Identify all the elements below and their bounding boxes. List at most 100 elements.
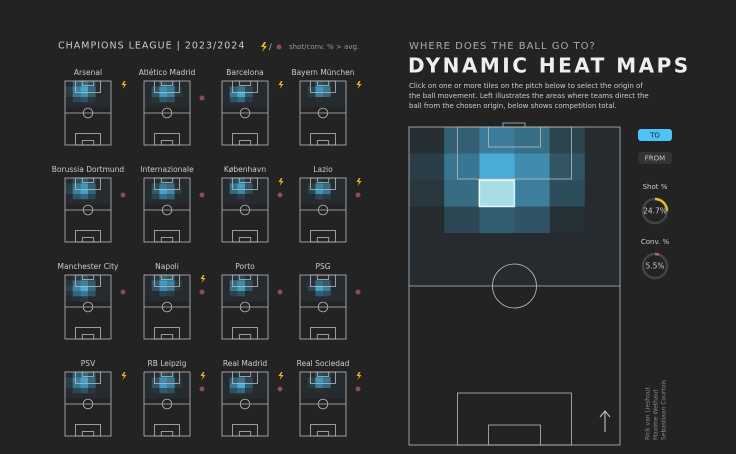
heat-tile <box>315 178 323 184</box>
heat-tile[interactable] <box>444 153 480 181</box>
heat-tile[interactable] <box>584 259 620 287</box>
team-pitch[interactable] <box>221 274 269 340</box>
heat-tile[interactable] <box>584 127 620 154</box>
team-name[interactable]: Atlético Madrid <box>139 68 196 77</box>
heat-tile[interactable] <box>549 233 585 260</box>
team-name[interactable]: RB Leipzig <box>147 359 186 368</box>
heat-tile[interactable] <box>479 233 515 260</box>
heat-tile[interactable] <box>549 153 585 181</box>
team-pitch[interactable] <box>143 371 191 437</box>
heat-tile[interactable] <box>444 259 480 287</box>
heat-tile[interactable] <box>409 233 445 260</box>
heat-tile <box>182 81 190 87</box>
team-pitch[interactable] <box>143 274 191 340</box>
heat-tile[interactable] <box>549 259 585 287</box>
heat-tile[interactable] <box>409 153 445 181</box>
heat-tile <box>229 393 238 399</box>
team-name[interactable]: Bayern München <box>291 68 354 77</box>
heat-tile <box>252 275 261 281</box>
heat-tile[interactable] <box>444 233 480 260</box>
heat-tile[interactable] <box>444 206 480 234</box>
heat-tile[interactable] <box>409 180 445 207</box>
heat-tile <box>95 199 104 205</box>
heat-tile <box>103 372 111 378</box>
team-name[interactable]: Real Madrid <box>223 359 268 368</box>
heat-tile <box>237 296 245 302</box>
team-name[interactable]: Manchester City <box>58 262 120 271</box>
heat-tile[interactable] <box>549 180 585 207</box>
heat-tile[interactable] <box>409 127 445 154</box>
heat-tile[interactable] <box>514 153 550 181</box>
team-pitch[interactable] <box>299 177 347 243</box>
team-name[interactable]: Barcelona <box>226 68 263 77</box>
heat-tile <box>260 393 268 399</box>
from-button[interactable] <box>638 152 672 164</box>
team-pitch[interactable] <box>64 80 112 146</box>
heat-tile[interactable] <box>444 180 480 207</box>
six-yard-box <box>160 274 174 280</box>
team-name[interactable]: Lazio <box>313 165 333 174</box>
to-label[interactable]: TO <box>649 132 660 140</box>
heat-tile[interactable] <box>514 180 550 207</box>
from-label[interactable]: FROM <box>645 155 665 163</box>
heat-tile[interactable] <box>549 127 585 154</box>
heat-tile <box>88 199 96 205</box>
heat-tile[interactable] <box>514 233 550 260</box>
heat-tile[interactable] <box>549 206 585 234</box>
team-pitch[interactable] <box>299 80 347 146</box>
heat-tile[interactable] <box>584 180 620 207</box>
heat-tile <box>229 388 238 394</box>
description: the ball movement. Left illustrates the … <box>409 92 649 100</box>
shot-icon <box>121 372 127 380</box>
team-name[interactable]: Internazionale <box>140 165 194 174</box>
heat-tile <box>88 188 96 194</box>
team-name[interactable]: København <box>224 165 266 174</box>
team-name[interactable]: Real Sociedad <box>297 359 350 368</box>
heat-tile <box>237 102 245 108</box>
heat-tile[interactable] <box>584 206 620 234</box>
team-pitch[interactable] <box>64 274 112 340</box>
heat-tile[interactable] <box>479 127 515 154</box>
heat-tile <box>103 97 111 103</box>
team-name[interactable]: PSV <box>81 359 96 368</box>
heat-tile <box>151 199 160 205</box>
heat-tile <box>174 382 183 388</box>
heat-tile <box>323 102 331 108</box>
team-pitch[interactable] <box>299 371 347 437</box>
heat-tile[interactable] <box>444 127 480 154</box>
team-pitch[interactable] <box>64 371 112 437</box>
heat-tile[interactable] <box>514 127 550 154</box>
heat-tile[interactable] <box>584 153 620 181</box>
team-pitch[interactable] <box>221 371 269 437</box>
heat-tile <box>260 291 268 297</box>
team-pitch[interactable] <box>299 274 347 340</box>
team-pitch[interactable] <box>143 80 191 146</box>
heat-tile[interactable] <box>479 206 515 234</box>
heat-tile <box>103 382 111 388</box>
team-pitch[interactable] <box>143 177 191 243</box>
heat-tile[interactable] <box>409 206 445 234</box>
heat-tile <box>174 86 183 92</box>
team-name[interactable]: Napoli <box>155 262 179 271</box>
penalty-box <box>232 230 258 243</box>
team-name[interactable]: Arsenal <box>74 68 102 77</box>
team-pitch[interactable] <box>221 80 269 146</box>
heat-tile <box>174 275 183 281</box>
heat-tile[interactable] <box>584 233 620 260</box>
heat-tile[interactable] <box>514 206 550 234</box>
heat-tile <box>338 382 346 388</box>
heat-tile[interactable] <box>479 153 515 181</box>
team-name[interactable]: PSG <box>315 262 330 271</box>
heat-tile <box>72 178 81 184</box>
team-pitch[interactable] <box>64 177 112 243</box>
team-pitch[interactable] <box>221 177 269 243</box>
heat-tile <box>252 86 261 92</box>
penalty-box <box>75 327 101 340</box>
team-name[interactable]: Borussia Dortmund <box>52 165 125 174</box>
team-name[interactable]: Porto <box>235 262 255 271</box>
heat-tile <box>307 285 316 291</box>
heat-tile <box>65 102 73 108</box>
heat-tile[interactable] <box>409 259 445 287</box>
heat-tile[interactable] <box>478 179 516 208</box>
to-button[interactable] <box>638 129 672 141</box>
